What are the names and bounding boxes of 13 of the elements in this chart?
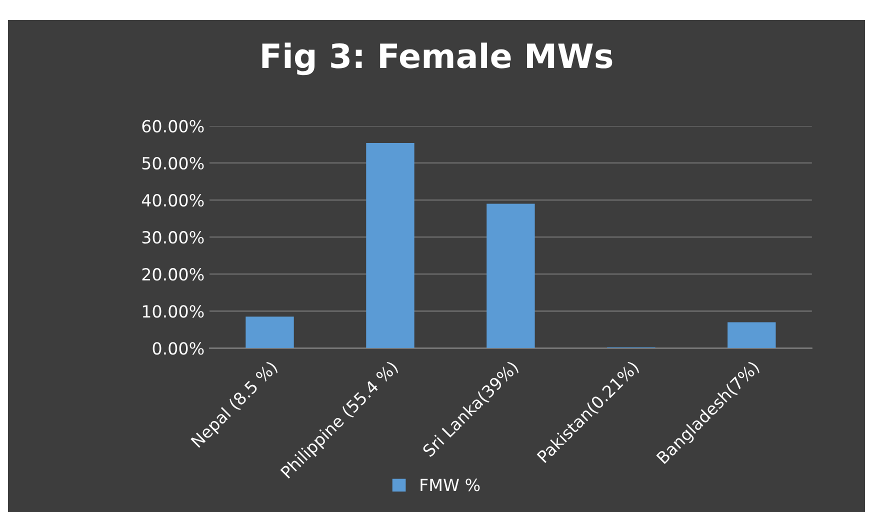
legend-label: FMW % [420,478,480,492]
bar [246,316,294,348]
y-tick-label: 0.00% [152,342,204,355]
bar [486,204,535,348]
y-tick-label: 10.00% [142,305,204,318]
bar [728,322,776,348]
y-tick-label: 50.00% [142,156,204,170]
y-tick-label: 40.00% [142,194,204,207]
chart-title: Fig 3: Female MWs [262,42,612,76]
y-tick-label: 20.00% [142,268,204,281]
y-tick-label: 60.00% [142,120,204,133]
bar [366,142,414,348]
y-tick-label: 30.00% [142,231,204,244]
